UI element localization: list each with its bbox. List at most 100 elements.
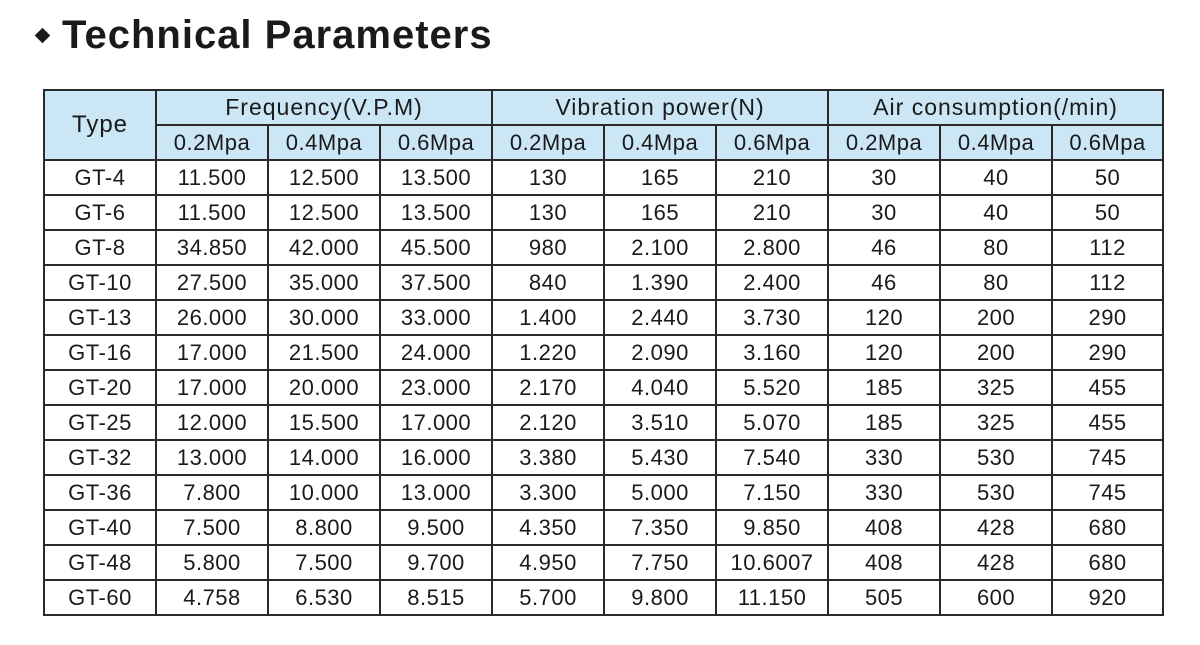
table-row: GT-25 12.000 15.500 17.000 2.120 3.510 5.070 18… bbox=[43, 404, 1165, 441]
value-cell: 30 bbox=[827, 194, 942, 231]
value-cell: 290 bbox=[1051, 299, 1165, 336]
value-cell: 12.000 bbox=[155, 404, 269, 441]
value-cell: 15.500 bbox=[267, 404, 381, 441]
value-cell: 4.040 bbox=[603, 369, 718, 406]
value-cell: 2.100 bbox=[603, 229, 718, 266]
value-cell: 8.800 bbox=[267, 509, 381, 546]
model-type-cell: GT-4 bbox=[43, 159, 157, 196]
vibration-power-group-header: Vibration power(N) bbox=[491, 89, 830, 126]
value-cell: 290 bbox=[1051, 334, 1165, 371]
value-cell: 325 bbox=[939, 404, 1054, 441]
value-cell: 165 bbox=[603, 159, 718, 196]
model-type-cell: GT-40 bbox=[43, 509, 157, 546]
value-cell: 745 bbox=[1051, 439, 1165, 476]
value-cell: 7.500 bbox=[267, 544, 381, 581]
value-cell: 3.160 bbox=[715, 334, 830, 371]
value-cell: 3.300 bbox=[491, 474, 606, 511]
value-cell: 1.400 bbox=[491, 299, 606, 336]
table-row: GT-60 4.758 6.530 8.515 5.700 9.800 11.150 505 6… bbox=[43, 579, 1165, 616]
value-cell: 20.000 bbox=[267, 369, 381, 406]
value-cell: 130 bbox=[491, 159, 606, 196]
value-cell: 4.758 bbox=[155, 579, 269, 616]
value-cell: 12.500 bbox=[267, 159, 381, 196]
value-cell: 428 bbox=[939, 509, 1054, 546]
value-cell: 17.000 bbox=[378, 404, 494, 441]
pressure-subheader: 0.2Mpa bbox=[827, 124, 942, 161]
value-cell: 120 bbox=[827, 299, 942, 336]
value-cell: 50 bbox=[1051, 159, 1165, 196]
value-cell: 9.500 bbox=[378, 509, 494, 546]
model-type-cell: GT-16 bbox=[43, 334, 157, 371]
value-cell: 505 bbox=[827, 579, 942, 616]
model-type-cell: GT-10 bbox=[43, 264, 157, 301]
model-type-cell: GT-32 bbox=[43, 439, 157, 476]
value-cell: 330 bbox=[827, 474, 942, 511]
value-cell: 16.000 bbox=[378, 439, 494, 476]
value-cell: 5.070 bbox=[715, 404, 830, 441]
value-cell: 11.500 bbox=[155, 159, 269, 196]
frequency-group-header: Frequency(V.P.M) bbox=[154, 89, 494, 126]
value-cell: 840 bbox=[491, 264, 606, 301]
header-row-groups: Type Frequency(V.P.M) Vibration power(N)… bbox=[43, 89, 1165, 161]
value-cell: 13.500 bbox=[378, 194, 494, 231]
value-cell: 530 bbox=[939, 474, 1054, 511]
value-cell: 2.090 bbox=[603, 334, 718, 371]
pressure-subheader: 0.6Mpa bbox=[378, 124, 494, 161]
value-cell: 165 bbox=[603, 194, 718, 231]
value-cell: 980 bbox=[491, 229, 606, 266]
pressure-subheader: 0.2Mpa bbox=[155, 124, 269, 161]
value-cell: 200 bbox=[939, 299, 1054, 336]
value-cell: 3.380 bbox=[491, 439, 606, 476]
value-cell: 5.000 bbox=[603, 474, 718, 511]
value-cell: 7.800 bbox=[155, 474, 269, 511]
table-row: GT-48 5.800 7.500 9.700 4.950 7.750 10.6007 408… bbox=[43, 544, 1165, 581]
value-cell: 680 bbox=[1051, 509, 1165, 546]
value-cell: 37.500 bbox=[378, 264, 494, 301]
value-cell: 2.400 bbox=[715, 264, 830, 301]
value-cell: 10.000 bbox=[267, 474, 381, 511]
value-cell: 4.350 bbox=[491, 509, 606, 546]
title-row: Technical Parameters bbox=[34, 10, 493, 60]
value-cell: 26.000 bbox=[155, 299, 269, 336]
value-cell: 745 bbox=[1051, 474, 1165, 511]
value-cell: 600 bbox=[939, 579, 1054, 616]
value-cell: 3.730 bbox=[715, 299, 830, 336]
pressure-subheader: 0.4Mpa bbox=[939, 124, 1054, 161]
value-cell: 428 bbox=[939, 544, 1054, 581]
value-cell: 185 bbox=[827, 369, 942, 406]
value-cell: 455 bbox=[1051, 404, 1165, 441]
model-type-cell: GT-25 bbox=[43, 404, 157, 441]
table-row: GT-4 11.500 12.500 13.500 130 165 210 30 40 50 bbox=[43, 159, 1165, 196]
table-row: GT-40 7.500 8.800 9.500 4.350 7.350 9.850 408 42… bbox=[43, 509, 1165, 546]
header-row-pressures: 0.2Mpa 0.4Mpa 0.6Mpa 0.2Mpa 0.4Mpa 0.6Mp… bbox=[44, 124, 1165, 161]
value-cell: 2.440 bbox=[603, 299, 718, 336]
value-cell: 2.800 bbox=[715, 229, 830, 266]
value-cell: 9.700 bbox=[378, 544, 494, 581]
value-cell: 50 bbox=[1051, 194, 1165, 231]
value-cell: 10.6007 bbox=[715, 544, 830, 581]
value-cell: 17.000 bbox=[155, 369, 269, 406]
model-type-cell: GT-20 bbox=[43, 369, 157, 406]
model-type-cell: GT-36 bbox=[43, 474, 157, 511]
table-row: GT-13 26.000 30.000 33.000 1.400 2.440 3.730 12… bbox=[43, 299, 1165, 336]
value-cell: 680 bbox=[1051, 544, 1165, 581]
table-row: GT-32 13.000 14.000 16.000 3.380 5.430 7.540 33… bbox=[43, 439, 1165, 476]
value-cell: 80 bbox=[939, 264, 1054, 301]
pressure-subheader: 0.2Mpa bbox=[491, 124, 606, 161]
value-cell: 8.515 bbox=[378, 579, 494, 616]
value-cell: 7.150 bbox=[715, 474, 830, 511]
value-cell: 112 bbox=[1051, 229, 1165, 266]
value-cell: 14.000 bbox=[267, 439, 381, 476]
value-cell: 1.220 bbox=[491, 334, 606, 371]
value-cell: 33.000 bbox=[378, 299, 494, 336]
value-cell: 80 bbox=[939, 229, 1054, 266]
pressure-subheader: 0.6Mpa bbox=[1051, 124, 1165, 161]
value-cell: 4.950 bbox=[491, 544, 606, 581]
value-cell: 325 bbox=[939, 369, 1054, 406]
value-cell: 6.530 bbox=[267, 579, 381, 616]
value-cell: 112 bbox=[1051, 264, 1165, 301]
value-cell: 5.430 bbox=[603, 439, 718, 476]
table-row: GT-8 34.850 42.000 45.500 980 2.100 2.800 46 80 1… bbox=[43, 229, 1165, 266]
value-cell: 12.500 bbox=[267, 194, 381, 231]
value-cell: 200 bbox=[939, 334, 1054, 371]
